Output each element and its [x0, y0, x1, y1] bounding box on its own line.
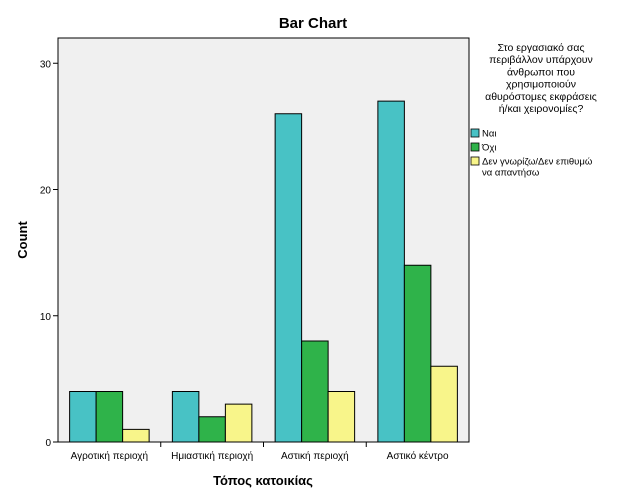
- bar: [301, 340, 329, 443]
- bar: [274, 113, 303, 443]
- bar: [171, 391, 200, 443]
- x-axis-label: Τόπος κατοικίας: [213, 473, 313, 488]
- bar: [69, 391, 97, 443]
- bars-group: [69, 100, 458, 443]
- x-tick-label: Αστικό κέντρο: [387, 450, 449, 462]
- y-tick-label: 30: [40, 59, 52, 70]
- legend: Στο εργασιακό σας περιβάλλον υπάρχουν άνθρ…: [470, 42, 597, 179]
- bar: [95, 391, 124, 443]
- y-axis-label: Count: [15, 221, 30, 259]
- x-tick-label: Αγροτική περιοχή: [71, 450, 148, 462]
- bar: [122, 428, 150, 443]
- y-tick-label: 20: [40, 186, 52, 197]
- chart-title: Bar Chart: [279, 15, 347, 32]
- bar: [403, 264, 432, 443]
- legend-label: Δεν γνωρίζω/Δεν επιθυμώ να απαντήσω: [482, 157, 593, 179]
- legend-swatch: [470, 156, 480, 166]
- bar: [430, 365, 458, 443]
- bar: [198, 416, 226, 443]
- bar: [327, 391, 356, 443]
- bar: [377, 100, 405, 443]
- legend-swatch: [470, 128, 480, 138]
- x-tick-label: Αστική περιοχή: [281, 450, 349, 462]
- legend-title: Στο εργασιακό σας περιβάλλον υπάρχουν άνθρ…: [485, 42, 597, 115]
- x-axis: Αγροτική περιοχή Ημιαστική περιοχή Αστική …: [71, 442, 449, 462]
- legend-label: Ναι: [482, 129, 496, 140]
- y-axis: 0 10 20 30: [40, 59, 58, 449]
- bar: [224, 403, 253, 443]
- legend-label: Όχι: [481, 143, 496, 154]
- legend-swatch: [470, 142, 480, 152]
- y-tick-label: 10: [40, 312, 52, 323]
- x-tick-label: Ημιαστική περιοχή: [171, 450, 253, 462]
- y-tick-label: 0: [45, 438, 51, 449]
